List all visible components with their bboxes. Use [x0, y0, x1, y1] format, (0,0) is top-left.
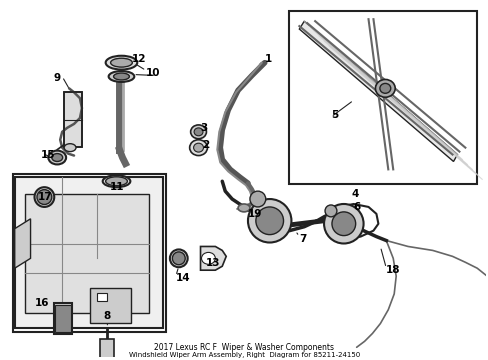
Ellipse shape [325, 205, 336, 217]
Bar [100, 339, 113, 359]
Ellipse shape [247, 199, 291, 243]
Text: 5: 5 [330, 110, 338, 120]
Bar [289, 11, 476, 184]
Bar [54, 303, 72, 334]
Polygon shape [15, 177, 163, 328]
Ellipse shape [105, 56, 137, 69]
Bar [97, 293, 106, 301]
Text: 1: 1 [264, 54, 271, 64]
Polygon shape [15, 219, 30, 268]
Text: 17: 17 [38, 192, 52, 202]
Ellipse shape [105, 177, 127, 186]
Text: 2017 Lexus RC F  Wiper & Washer Components: 2017 Lexus RC F Wiper & Washer Component… [154, 343, 334, 352]
Text: 11: 11 [109, 182, 124, 192]
Ellipse shape [37, 190, 52, 204]
Bar [24, 194, 149, 313]
Bar [13, 174, 165, 332]
Ellipse shape [249, 191, 265, 207]
Ellipse shape [48, 150, 66, 165]
Ellipse shape [108, 71, 134, 82]
Ellipse shape [238, 204, 249, 212]
Ellipse shape [194, 128, 203, 136]
Bar [55, 305, 71, 332]
Text: 15: 15 [41, 149, 55, 159]
Text: 13: 13 [205, 258, 220, 268]
Ellipse shape [110, 58, 132, 67]
Ellipse shape [64, 144, 76, 152]
Ellipse shape [189, 140, 207, 156]
Text: 12: 12 [131, 54, 145, 64]
Polygon shape [200, 247, 226, 270]
Text: 7: 7 [299, 234, 306, 244]
Text: Windshield Wiper Arm Assembly, Right  Diagram for 85211-24150: Windshield Wiper Arm Assembly, Right Dia… [129, 352, 359, 358]
Text: 19: 19 [247, 209, 262, 219]
Ellipse shape [102, 175, 130, 187]
Ellipse shape [52, 154, 62, 162]
Text: 6: 6 [353, 202, 360, 212]
Ellipse shape [375, 80, 394, 97]
Polygon shape [90, 288, 131, 323]
Text: 3: 3 [200, 123, 207, 133]
Ellipse shape [35, 187, 54, 207]
Text: 2: 2 [202, 140, 209, 150]
Ellipse shape [193, 143, 203, 152]
Ellipse shape [169, 249, 187, 267]
Ellipse shape [190, 125, 206, 139]
Text: 14: 14 [176, 273, 190, 283]
Ellipse shape [255, 207, 283, 235]
Text: 16: 16 [35, 298, 49, 308]
Ellipse shape [379, 84, 390, 93]
Ellipse shape [113, 73, 129, 80]
Text: 4: 4 [351, 189, 359, 199]
Text: 8: 8 [103, 311, 110, 321]
Text: 10: 10 [146, 68, 161, 77]
Ellipse shape [324, 204, 363, 243]
Ellipse shape [172, 252, 185, 265]
Bar [64, 92, 82, 147]
Bar [64, 92, 82, 147]
Ellipse shape [201, 252, 215, 264]
Text: 9: 9 [54, 73, 61, 84]
Text: 18: 18 [386, 265, 400, 275]
Ellipse shape [331, 212, 355, 235]
Polygon shape [299, 21, 457, 162]
